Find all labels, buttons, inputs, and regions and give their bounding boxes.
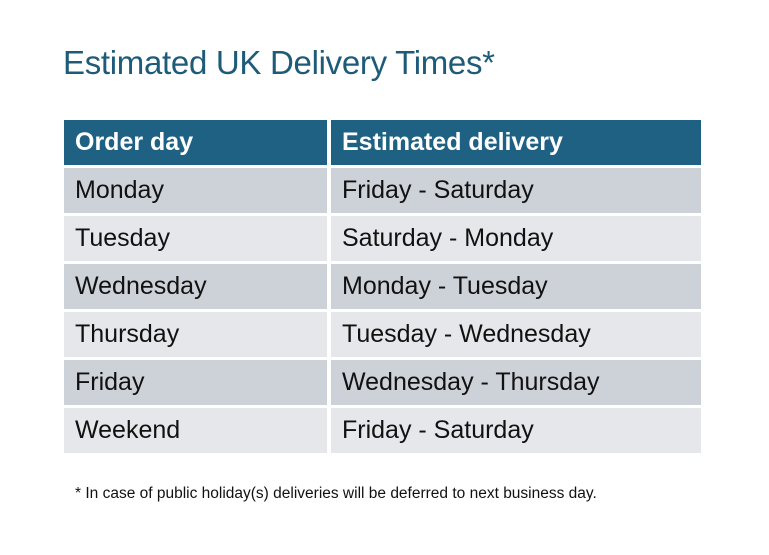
header-order-day: Order day	[64, 120, 327, 165]
table-row-order-day: Friday	[64, 360, 327, 405]
table-row-delivery: Saturday - Monday	[331, 216, 701, 261]
table-row-order-day: Wednesday	[64, 264, 327, 309]
table-row-delivery: Friday - Saturday	[331, 168, 701, 213]
delivery-table: Order day Estimated delivery Monday Frid…	[64, 120, 701, 453]
table-row-delivery: Friday - Saturday	[331, 408, 701, 453]
header-estimated-delivery: Estimated delivery	[331, 120, 701, 165]
footnote: * In case of public holiday(s) deliverie…	[75, 485, 597, 502]
table-row-delivery: Monday - Tuesday	[331, 264, 701, 309]
table-row-order-day: Weekend	[64, 408, 327, 453]
table-row-order-day: Thursday	[64, 312, 327, 357]
page-title: Estimated UK Delivery Times*	[63, 44, 495, 81]
table-row-order-day: Monday	[64, 168, 327, 213]
table-row-delivery: Tuesday - Wednesday	[331, 312, 701, 357]
table-row-order-day: Tuesday	[64, 216, 327, 261]
table-row-delivery: Wednesday - Thursday	[331, 360, 701, 405]
